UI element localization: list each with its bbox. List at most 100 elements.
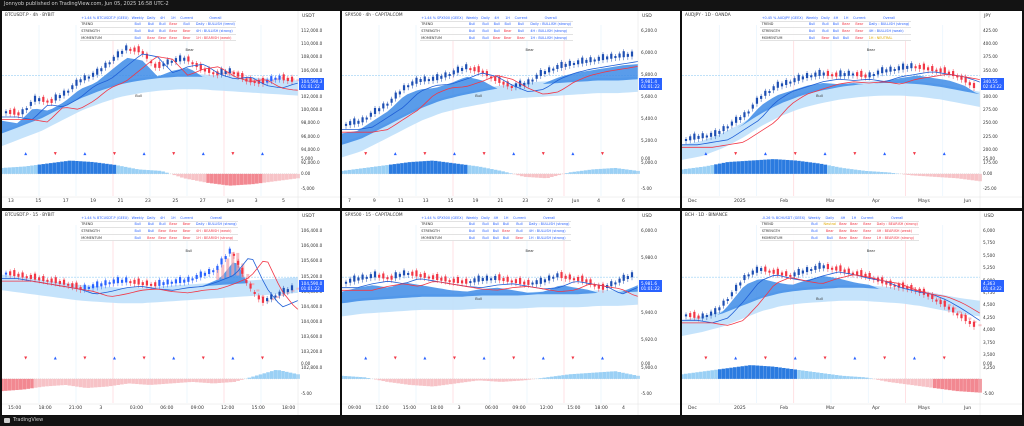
oscillator-bar: [381, 378, 386, 382]
signal-triangle: [853, 152, 857, 156]
candle-body: [373, 271, 377, 278]
chart-panel[interactable]: SPX500 · 4h · CAPITALCOM USD +1.44 % SPX50…: [342, 11, 680, 208]
candle-body: [506, 81, 509, 87]
oscillator-bar: [146, 170, 150, 174]
oscillator-bar: [966, 173, 971, 180]
signal-triangle: [763, 356, 767, 360]
oscillator-bar: [804, 161, 809, 174]
price-tick: 300.00: [983, 94, 998, 100]
table-cell: Bull: [819, 27, 832, 35]
oscillator-bar: [441, 161, 445, 174]
symbol-title[interactable]: SPX500 · 15 · CAPITALCOM: [345, 213, 403, 218]
candle-body: [208, 67, 211, 73]
candle-body: [618, 278, 621, 283]
oscillator-bar: [831, 374, 835, 379]
candle-body: [452, 70, 455, 75]
chart-panel[interactable]: BCH · 1D · BINANCE USD -0.26 % BCHUSDT (GE…: [682, 211, 1022, 415]
candle-body: [216, 71, 219, 76]
oscillator-bar: [273, 370, 278, 379]
table-header-cell: Current: [851, 15, 868, 22]
signal-triangle: [142, 356, 146, 360]
candle-body: [62, 279, 66, 285]
price-tick: 96,000.0: [301, 133, 320, 139]
chart-panel[interactable]: BTCUSDT.P · 4h · BYBIT USDT +1.44 % BTCUSD…: [2, 11, 340, 208]
chart-panel[interactable]: BTCUSDT.P · 15 · BYBIT USDT +1.44 % BTCUSD…: [2, 211, 340, 415]
chart-canvas[interactable]: [2, 211, 340, 415]
symbol-title[interactable]: BCH · 1D · BINANCE: [685, 213, 728, 218]
chart-canvas[interactable]: [682, 11, 1022, 208]
candle-body: [83, 284, 86, 290]
candle-body: [805, 73, 809, 79]
oscillator-bar: [101, 378, 105, 387]
tradingview-logo-icon: [4, 418, 10, 423]
table-row-name: MOMENTUM: [419, 234, 465, 242]
price-tick: 5,920.0: [641, 337, 657, 343]
bear-zone: [221, 72, 225, 76]
chart-canvas[interactable]: [682, 211, 1022, 415]
chart-panel[interactable]: AUDJPY · 1D · OANDA JPY +0.45 % AUDJPY (GE…: [682, 11, 1022, 208]
table-message: 1H : BULLISH (strong): [528, 34, 573, 42]
oscillator-bar: [602, 168, 607, 174]
oscillator-bar: [744, 160, 748, 174]
table-cell: Bull: [145, 21, 157, 29]
table-header-cell: 4H: [491, 215, 501, 222]
signal-triangle: [24, 356, 28, 360]
symbol-title[interactable]: AUDJPY · 1D · OANDA: [685, 13, 731, 18]
oscillator-bar: [849, 169, 854, 174]
oscillator-bar: [172, 173, 177, 176]
oscillator-bar: [60, 161, 64, 174]
table-header-row: -0.26 % BCHUSDT (GEEX) Weekly Daily 4H 1H Cur…: [760, 215, 920, 222]
oscillator-bar: [516, 378, 520, 381]
oscillator-bar: [71, 160, 75, 174]
table-row: MOMENTUM Bull Bull Bear Bear Bear 1H : BEARISH…: [760, 234, 920, 242]
cloud-band-light: [2, 274, 298, 304]
chart-panel[interactable]: SPX500 · 15 · CAPITALCOM USD +1.44 % SPX50…: [342, 211, 680, 415]
candle-body: [38, 277, 41, 281]
chart-canvas[interactable]: [342, 211, 680, 415]
table-cell: Bear: [167, 34, 179, 42]
candle-body: [100, 68, 103, 72]
oscillator-bar: [963, 173, 967, 180]
candle-body: [382, 273, 385, 279]
table-summary: -0.26 % BCHUSDT (GEEX): [760, 215, 807, 222]
time-tick: 11: [397, 199, 404, 204]
signal-triangle: [853, 356, 857, 360]
candle-body: [42, 276, 45, 282]
oscillator-bar: [217, 173, 222, 185]
candle-body: [266, 79, 269, 83]
oscillator-bar: [895, 378, 899, 384]
table-cell: Bull: [130, 21, 146, 29]
candle-body: [398, 273, 401, 277]
oscillator-bar: [579, 170, 584, 174]
oscillator-bar: [808, 162, 813, 174]
symbol-title[interactable]: SPX500 · 4h · CAPITALCOM: [345, 13, 403, 18]
candle-body: [785, 271, 788, 277]
candle-body: [960, 314, 963, 319]
time-tick: 15:00: [251, 406, 265, 411]
price-tick: 104,000.0: [301, 319, 323, 325]
oscillator-bar: [26, 166, 31, 174]
candle-body: [835, 72, 838, 77]
chart-canvas[interactable]: [342, 11, 680, 208]
candle-body: [789, 81, 792, 84]
oscillator-bar: [191, 173, 195, 181]
symbol-title[interactable]: BTCUSDT.P · 15 · BYBIT: [5, 213, 55, 218]
price-tick: 106,000.0: [301, 243, 323, 249]
current-price-tag: 5,981.6 01:01:22: [639, 279, 662, 292]
table-row-name: MOMENTUM: [79, 34, 131, 42]
oscillator-bar: [475, 378, 479, 381]
oscillator-bar: [902, 173, 907, 175]
candle-body: [734, 116, 738, 123]
oscillator-bar: [7, 378, 12, 391]
oscillator-tick: -25.00: [983, 185, 997, 191]
oscillator-bar: [887, 378, 892, 383]
oscillator-bar: [52, 162, 57, 174]
chart-canvas[interactable]: [2, 11, 340, 208]
oscillator-bar: [936, 173, 941, 178]
oscillator-bar: [736, 161, 741, 174]
oscillator-bar: [497, 170, 502, 174]
oscillator-bar: [262, 173, 267, 183]
oscillator-bar: [108, 164, 113, 174]
candle-body: [460, 67, 464, 71]
symbol-title[interactable]: BTCUSDT.P · 4h · BYBIT: [5, 13, 55, 18]
